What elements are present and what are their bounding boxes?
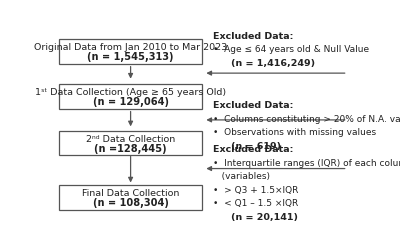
Text: Original Data from Jan 2010 to Mar 2023: Original Data from Jan 2010 to Mar 2023 bbox=[34, 43, 227, 52]
Text: Excluded Data:: Excluded Data: bbox=[213, 145, 293, 154]
Text: (n =128,445): (n =128,445) bbox=[94, 144, 167, 154]
Text: (n = 108,304): (n = 108,304) bbox=[93, 198, 168, 208]
Text: (n = 1,545,313): (n = 1,545,313) bbox=[87, 52, 174, 62]
Text: Excluded Data:: Excluded Data: bbox=[213, 101, 293, 110]
Text: •  > Q3 + 1.5×IQR: • > Q3 + 1.5×IQR bbox=[213, 186, 298, 195]
Text: (variables): (variables) bbox=[213, 172, 270, 181]
Text: •  Columns constituting > 20% of N.A. values: • Columns constituting > 20% of N.A. val… bbox=[213, 115, 400, 124]
Text: •  < Q1 – 1.5 ×IQR: • < Q1 – 1.5 ×IQR bbox=[213, 199, 298, 208]
Text: •  Age ≤ 64 years old & Null Value: • Age ≤ 64 years old & Null Value bbox=[213, 45, 369, 54]
FancyBboxPatch shape bbox=[59, 84, 202, 109]
FancyBboxPatch shape bbox=[59, 185, 202, 210]
Text: (n = 619): (n = 619) bbox=[231, 142, 282, 151]
Text: 2ⁿᵈ Data Collection: 2ⁿᵈ Data Collection bbox=[86, 135, 175, 144]
FancyBboxPatch shape bbox=[59, 39, 202, 64]
Text: (n = 129,064): (n = 129,064) bbox=[93, 97, 169, 107]
Text: (n = 20,141): (n = 20,141) bbox=[231, 213, 298, 222]
Text: •  Interquartile ranges (IQR) of each column: • Interquartile ranges (IQR) of each col… bbox=[213, 159, 400, 168]
Text: Excluded Data:: Excluded Data: bbox=[213, 32, 293, 41]
Text: 1ˢᵗ Data Collection (Age ≥ 65 years Old): 1ˢᵗ Data Collection (Age ≥ 65 years Old) bbox=[35, 88, 226, 97]
Text: (n = 1,416,249): (n = 1,416,249) bbox=[231, 59, 316, 68]
Text: Final Data Collection: Final Data Collection bbox=[82, 189, 179, 198]
FancyBboxPatch shape bbox=[59, 131, 202, 156]
Text: •  Observations with missing values: • Observations with missing values bbox=[213, 128, 376, 137]
